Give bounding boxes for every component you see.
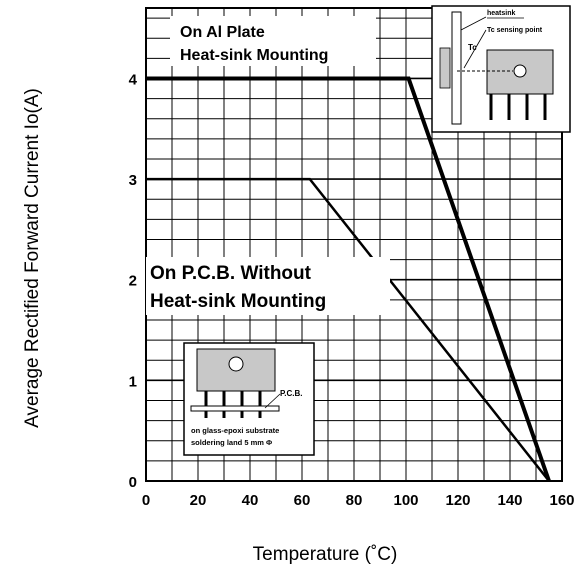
plot-frame [145,7,563,482]
x-tick-label: 140 [497,492,522,509]
inset-pcb-label: P.C.B. [280,389,303,398]
y-axis-label: Average Rectified Forward Current Io(A) [22,88,43,428]
x-axis-label: Temperature (˚C) [253,544,398,565]
y-tick-label: 1 [129,373,137,390]
inset-substrate-line2: soldering land 5 mm Φ [191,438,272,447]
y-tick-label: 0 [129,474,137,491]
inset-tc-sensing-label: Tc sensing point [487,27,543,34]
mounting-hole [513,64,527,78]
pcb-label-line1: On P.C.B. Without [150,263,312,284]
inset-substrate-line1: on glass-epoxi substrate [191,426,279,435]
y-tick-label: 3 [129,172,137,189]
pcb-label-box [146,257,390,315]
pcb-mounting-hole [228,356,244,372]
x-tick-label: 120 [445,492,470,509]
x-tick-label: 80 [346,492,363,509]
y-tick-labels: 0 1 2 3 4 [129,71,138,491]
device-side-tab [439,47,451,89]
y-tick-label: 2 [129,273,137,290]
pcb-inset: P.C.B. on glass-epoxi substrate solderin… [183,342,315,456]
x-tick-label: 20 [190,492,207,509]
heatsink-plate [451,11,462,125]
inset-tc-label: Tc [468,43,477,52]
series-layer [146,76,551,482]
series-line-al-plate [146,76,551,482]
al-plate-label-line1: On Al Plate [180,24,265,41]
x-tick-label: 100 [393,492,418,509]
x-tick-label: 160 [549,492,574,509]
inset-heatsink-label: heatsink [487,10,516,17]
x-tick-label: 60 [294,492,311,509]
al-plate-label-line2: Heat-sink Mounting [180,47,328,64]
heatsink-inset: heatsink Tc sensing point Tc [431,5,571,133]
y-tick-label: 4 [129,71,138,88]
pcb-label-line2: Heat-sink Mounting [150,291,326,312]
x-tick-label: 40 [242,492,259,509]
series-line-pcb [146,177,550,482]
pcb-board [190,405,280,412]
x-tick-label: 0 [142,492,150,509]
x-tick-labels: 0 20 40 60 80 100 120 140 160 [142,492,575,509]
al-plate-label-box [170,16,376,66]
